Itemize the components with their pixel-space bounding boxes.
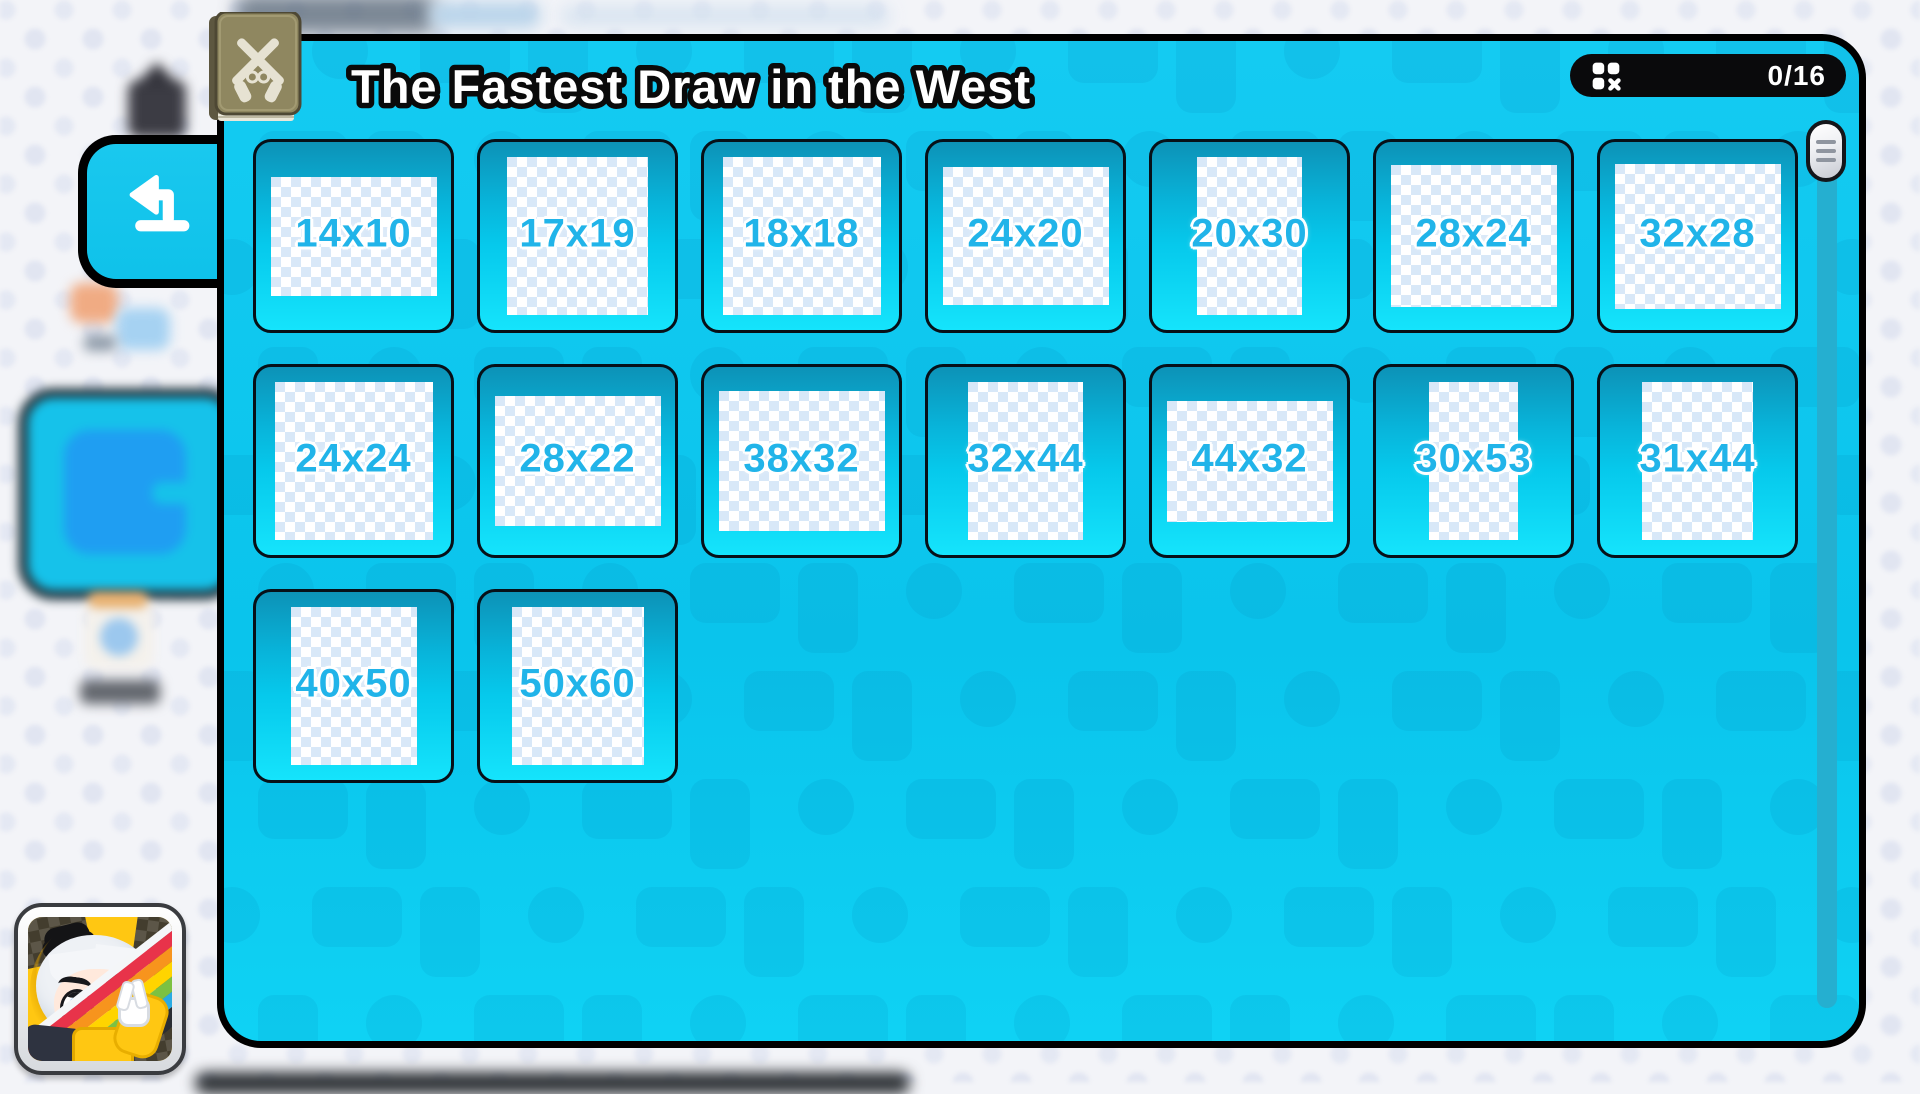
- puzzle-size-label: 17x19: [519, 211, 636, 256]
- puzzle-tile[interactable]: 32x28: [1597, 139, 1798, 333]
- puzzle-tile[interactable]: 40x50: [253, 589, 454, 783]
- back-arrow-icon: [129, 174, 189, 231]
- puzzle-squares-x-icon: [1592, 62, 1621, 91]
- puzzle-size-label: 24x24: [295, 436, 412, 481]
- puzzle-size-label: 44x32: [1191, 436, 1308, 481]
- puzzle-tile[interactable]: 18x18: [701, 139, 902, 333]
- scrollbar-track[interactable]: [1817, 150, 1837, 1008]
- puzzle-size-label: 50x60: [519, 661, 636, 706]
- puzzle-tile[interactable]: 24x24: [253, 364, 454, 558]
- puzzle-tile[interactable]: 38x32: [701, 364, 902, 558]
- puzzle-size-label: 38x32: [743, 436, 860, 481]
- puzzle-tile[interactable]: 24x20: [925, 139, 1126, 333]
- puzzle-tile[interactable]: 50x60: [477, 589, 678, 783]
- blurred-sidebar-icon: [70, 283, 118, 323]
- puzzle-thumbnail-placeholder: [718, 391, 885, 531]
- blurred-sidebar-icon: [116, 308, 170, 350]
- blurred-topbar-item: [430, 2, 540, 28]
- profile-avatar[interactable]: [14, 903, 186, 1075]
- puzzle-tile[interactable]: 28x24: [1373, 139, 1574, 333]
- blurred-prize-label: [80, 680, 160, 704]
- back-button[interactable]: [78, 135, 228, 288]
- puzzle-size-label: 32x44: [967, 436, 1084, 481]
- blurred-topbar-item: [560, 6, 890, 26]
- avatar-image: [28, 917, 172, 1061]
- puzzle-thumbnail-placeholder: [968, 382, 1083, 540]
- puzzle-counter-value: 0/16: [1767, 59, 1826, 91]
- puzzle-tile[interactable]: 14x10: [253, 139, 454, 333]
- puzzle-tile[interactable]: 32x44: [925, 364, 1126, 558]
- puzzle-thumbnail-placeholder: [1429, 382, 1518, 540]
- puzzle-counter-badge: 0/16: [1570, 54, 1846, 97]
- puzzle-thumbnail-placeholder: [1642, 382, 1753, 540]
- puzzle-tile[interactable]: 17x19: [477, 139, 678, 333]
- crossed-pistols-icon: [232, 38, 284, 103]
- puzzle-thumbnail-placeholder: [274, 382, 433, 540]
- puzzle-thumbnail-placeholder: [722, 157, 881, 315]
- puzzle-size-label: 28x24: [1415, 211, 1532, 256]
- puzzle-tile[interactable]: 44x32: [1149, 364, 1350, 558]
- puzzle-tile[interactable]: 28x22: [477, 364, 678, 558]
- blurred-sidebar-label: [84, 335, 116, 351]
- puzzle-thumbnail-placeholder: [1197, 157, 1302, 315]
- pack-title-text: The Fastest Draw in the West: [351, 60, 1031, 113]
- puzzle-tile[interactable]: 30x53: [1373, 364, 1574, 558]
- puzzle-thumbnail-placeholder: [290, 607, 417, 765]
- puzzle-pack-panel: The Fastest Draw in the West 0/16 14x10 …: [217, 34, 1866, 1048]
- blurred-bottom-bar: [195, 1072, 910, 1094]
- puzzle-size-label: 31x44: [1639, 436, 1756, 481]
- sidebar-puzzles-button[interactable]: [18, 388, 240, 600]
- puzzle-tile[interactable]: 31x44: [1597, 364, 1798, 558]
- puzzle-size-label: 32x28: [1639, 211, 1756, 256]
- puzzle-thumbnail-placeholder: [1166, 400, 1333, 522]
- puzzle-size-label: 14x10: [295, 211, 412, 256]
- puzzle-grid: 14x10 17x19 18x18 24x20 20x30 28x24 32x2…: [253, 139, 1798, 783]
- puzzle-size-label: 18x18: [743, 211, 860, 256]
- home-icon[interactable]: [128, 62, 186, 138]
- puzzle-thumbnail-placeholder: [270, 176, 437, 296]
- puzzle-size-label: 30x53: [1415, 436, 1532, 481]
- puzzle-thumbnail-placeholder: [511, 607, 644, 765]
- puzzle-thumbnail-placeholder: [1614, 163, 1781, 309]
- pack-title: The Fastest Draw in the West: [346, 55, 1036, 119]
- puzzle-thumbnail-placeholder: [1390, 165, 1557, 307]
- puzzle-thumbnail-placeholder: [507, 157, 648, 315]
- puzzle-size-label: 20x30: [1191, 211, 1308, 256]
- scrollbar-thumb[interactable]: [1806, 120, 1846, 182]
- puzzle-tile[interactable]: 20x30: [1149, 139, 1350, 333]
- prize-icon[interactable]: [84, 592, 154, 670]
- puzzle-size-label: 28x22: [519, 436, 636, 481]
- puzzle-thumbnail-placeholder: [942, 167, 1109, 305]
- puzzle-size-label: 24x20: [967, 211, 1084, 256]
- puzzle-thumbnail-placeholder: [494, 396, 661, 526]
- puzzle-size-label: 40x50: [295, 661, 412, 706]
- pack-book-icon: [208, 10, 302, 124]
- puzzle-piece-icon: [64, 430, 200, 554]
